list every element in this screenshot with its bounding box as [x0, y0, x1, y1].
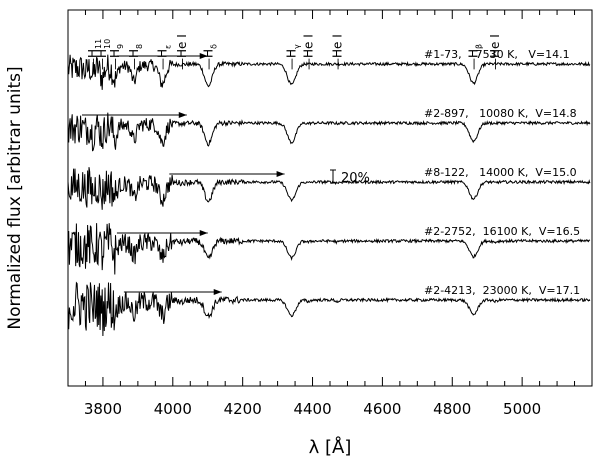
line-id-label: —H8	[127, 44, 144, 70]
line-id-label: —Hβ	[467, 44, 484, 70]
spectrum-label: #2-4213, 23000 K, V=17.1	[424, 284, 580, 297]
x-tick-label: 4800	[433, 400, 471, 418]
x-tick-label: 4000	[154, 400, 192, 418]
line-id-label: —He I	[301, 34, 315, 70]
scale-bar-label: 20%	[341, 171, 370, 186]
line-id-label: —Hε	[155, 45, 172, 70]
range-arrow-head	[178, 112, 187, 118]
spectrum-line	[67, 223, 591, 275]
spectrum-label: #2-2752, 16100 K, V=16.5	[424, 225, 580, 238]
line-id-label: —He I	[175, 34, 189, 70]
line-id-label: —He I	[488, 34, 502, 70]
spectrum-label: #8-122, 14000 K, V=15.0	[424, 166, 577, 179]
x-axis-ticks: 3800 4000 4200 4400 4600 4800 5000	[84, 10, 576, 418]
scale-bar: 20%	[330, 169, 370, 186]
x-tick-label: 4400	[293, 400, 331, 418]
line-id-label: —Hδ	[201, 44, 218, 70]
x-tick-label: 5000	[503, 400, 541, 418]
y-axis-label: Normalized flux [arbitrar units]	[5, 66, 25, 329]
range-arrow-head	[199, 230, 208, 236]
spectrum-line	[67, 112, 591, 152]
spectrum-label: #2-897, 10080 K, V=14.8	[424, 107, 577, 120]
range-arrow-head	[213, 289, 222, 295]
line-id-label: —He I	[330, 34, 344, 70]
x-axis-label: λ [Å]	[309, 436, 352, 458]
spectra-series: #1-73, 7530 K, V=14.1 #2-897, 10080 K, V=…	[67, 48, 591, 337]
line-id-label: —H9	[108, 44, 125, 70]
x-tick-label: 4600	[363, 400, 401, 418]
x-tick-label: 4200	[224, 400, 262, 418]
spectrum-line	[67, 167, 591, 210]
spectrum-line	[67, 281, 591, 337]
spectrum-line	[67, 54, 591, 90]
line-id-label: —Hγ	[285, 44, 302, 70]
spectrum-label: #1-73, 7530 K, V=14.1	[424, 48, 570, 61]
range-arrow-head	[199, 53, 208, 59]
range-arrow-head	[276, 171, 285, 177]
x-tick-label: 3800	[84, 400, 122, 418]
